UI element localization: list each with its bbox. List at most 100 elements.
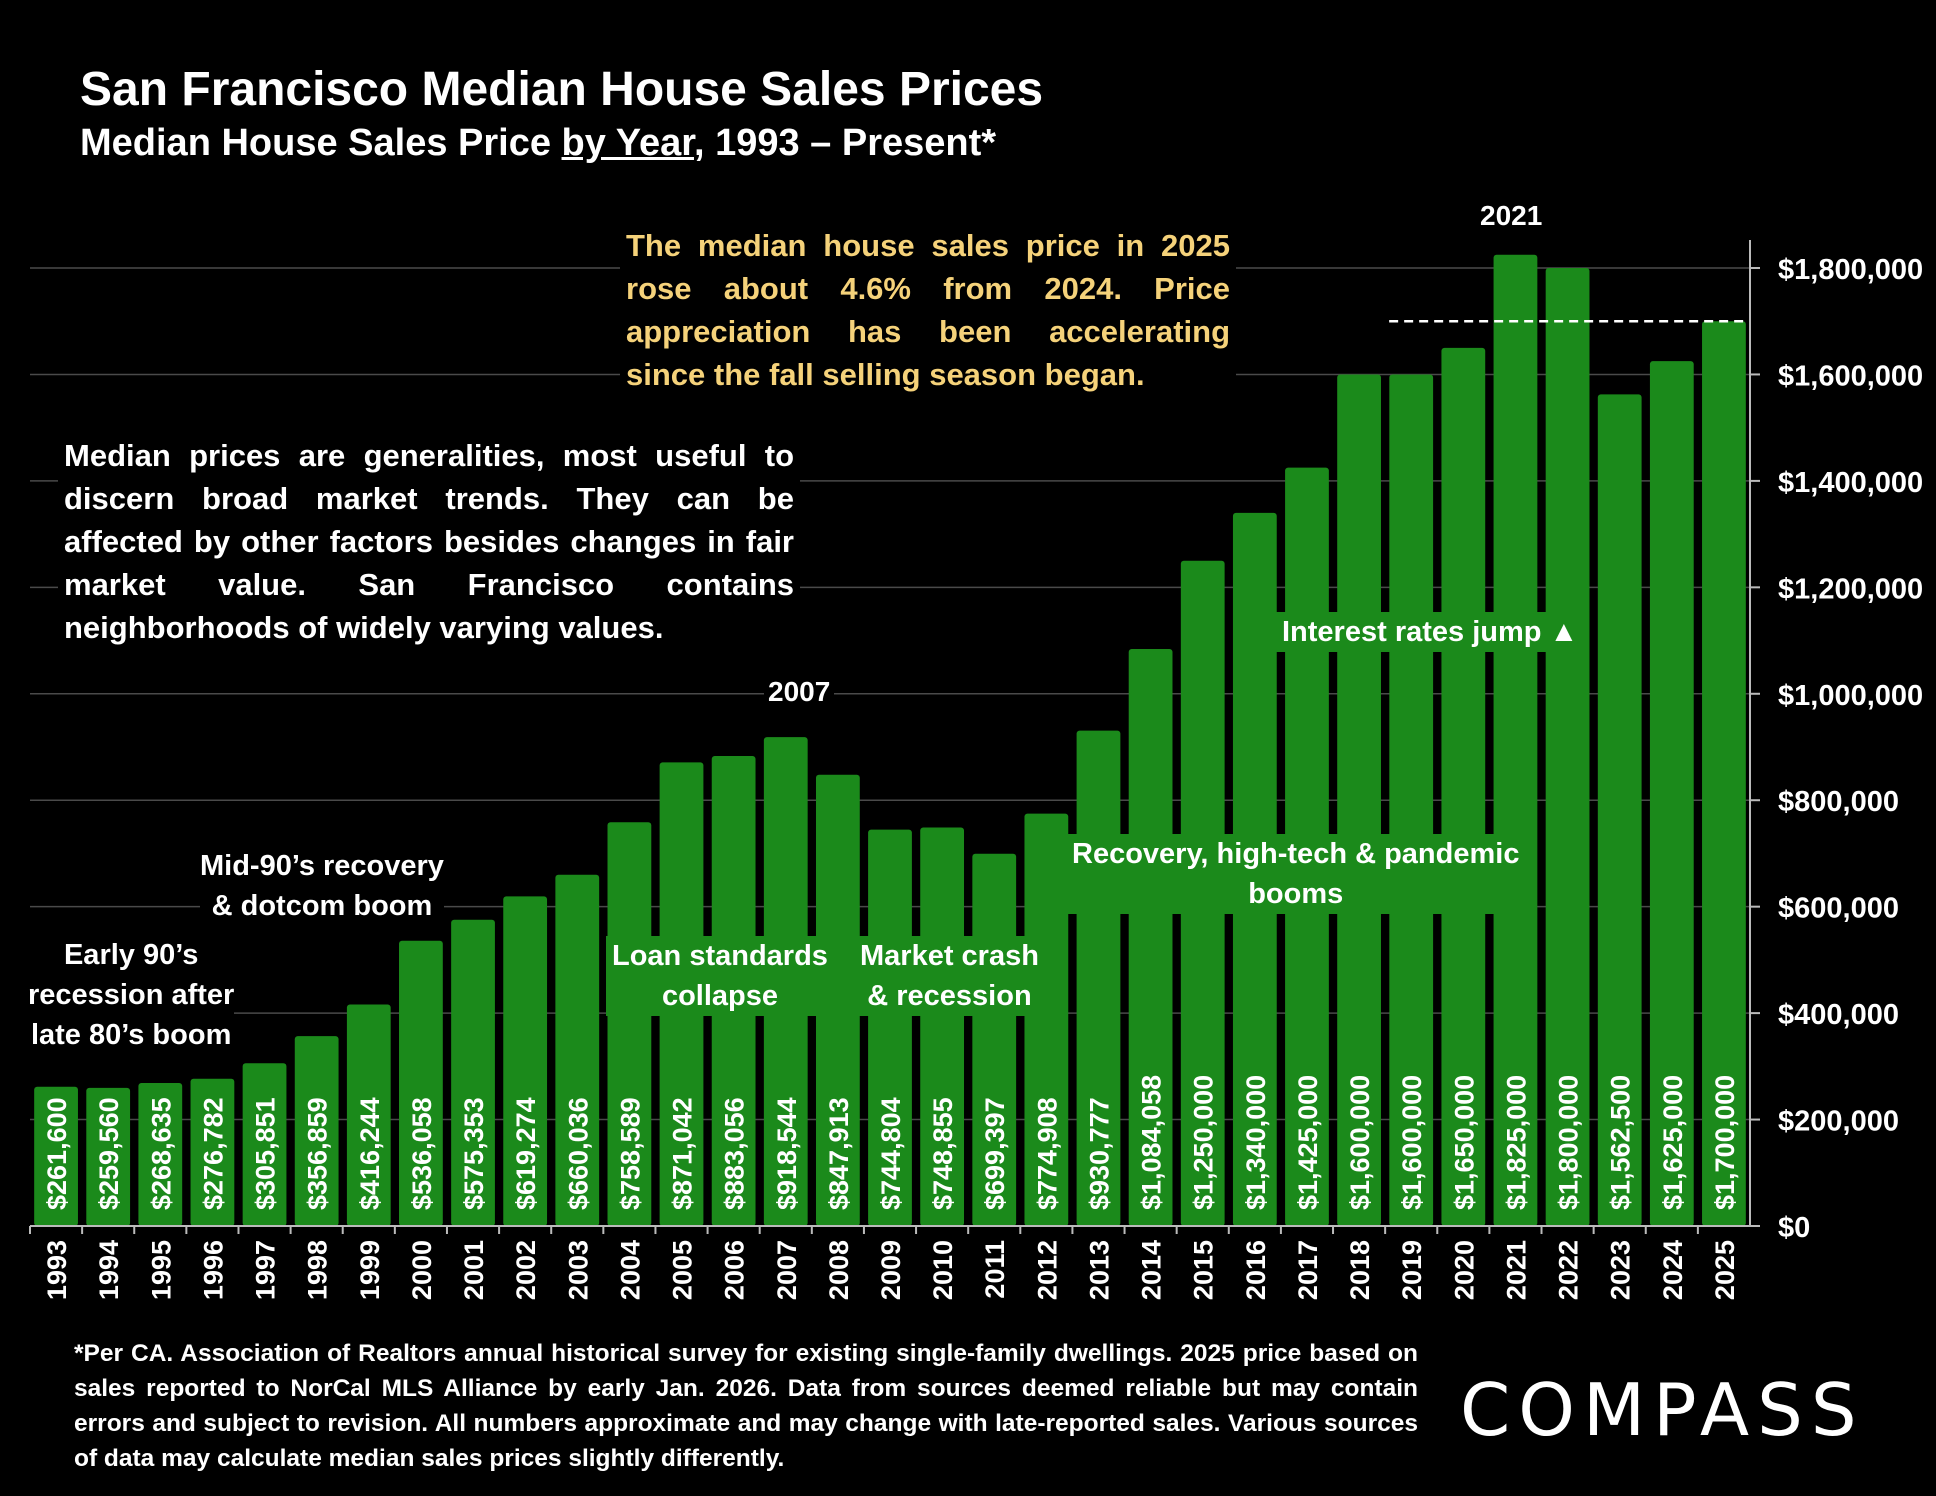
annotation-mid-90s: Mid-90’s recovery & dotcom boom <box>200 846 444 926</box>
bar <box>399 940 443 1226</box>
footnote: *Per CA. Association of Realtors annual … <box>74 1340 1418 1472</box>
bar <box>1545 268 1590 1226</box>
bar <box>868 829 912 1226</box>
subtitle-part1: Median House Sales Price <box>80 122 562 164</box>
bar <box>607 822 652 1226</box>
bar-value-label: $774,908 <box>1032 1097 1062 1210</box>
x-tick-label: 1998 <box>303 1240 333 1300</box>
x-tick-label: 1994 <box>94 1240 124 1300</box>
annotation-market-crash: Market crash & recession <box>854 936 1045 1016</box>
bar <box>451 919 495 1226</box>
bar <box>190 1078 235 1226</box>
peak-label-2021: 2021 <box>1476 200 1547 232</box>
chart-title: San Francisco Median House Sales Prices <box>80 63 1044 116</box>
annotation-note-median: Median prices are generalities, most use… <box>58 434 800 649</box>
bar-value-label: $744,804 <box>876 1097 906 1210</box>
bar-value-label: $1,340,000 <box>1241 1075 1271 1210</box>
bar <box>815 774 860 1226</box>
bar-value-label: $930,777 <box>1084 1097 1114 1210</box>
bar-value-label: $660,036 <box>563 1097 593 1210</box>
y-tick-label: $0 <box>1778 1212 1810 1244</box>
y-tick-label: $1,400,000 <box>1778 467 1923 499</box>
x-tick-label: 2020 <box>1449 1240 1479 1300</box>
bar-value-label: $883,056 <box>720 1097 750 1210</box>
bar-value-label: $536,058 <box>407 1097 437 1210</box>
bar <box>1649 361 1694 1226</box>
bar-value-label: $1,650,000 <box>1449 1075 1479 1210</box>
x-tick-label: 2024 <box>1658 1240 1688 1300</box>
bar-value-label: $1,562,500 <box>1606 1075 1636 1210</box>
annotation-loan-line2: collapse <box>661 980 778 1012</box>
bar <box>86 1087 131 1226</box>
x-tick-label: 2002 <box>511 1240 541 1300</box>
annotation-loan-standards: Loan standards collapse <box>606 936 834 1016</box>
bar <box>34 1086 78 1226</box>
bar-value-label: $1,800,000 <box>1554 1075 1584 1210</box>
bar <box>138 1083 183 1226</box>
chart-subtitle: Median House Sales Price by Year, 1993 –… <box>80 122 996 165</box>
x-tick-label: 2013 <box>1084 1240 1114 1300</box>
x-tick-label: 2010 <box>928 1240 958 1300</box>
x-tick-label: 2017 <box>1293 1240 1323 1300</box>
bar <box>1597 394 1642 1226</box>
x-tick-label: 2000 <box>407 1240 437 1300</box>
subtitle-underlined: by Year <box>561 122 694 164</box>
annotation-note-2025: The median house sales price in 2025 ros… <box>620 224 1236 396</box>
y-tick-label: $1,600,000 <box>1778 360 1923 392</box>
bar-value-label: $1,625,000 <box>1658 1075 1688 1210</box>
x-tick-label: 1996 <box>198 1240 228 1300</box>
annotation-recovery: Recovery, high-tech & pandemic booms <box>1064 834 1528 914</box>
y-tick-label: $1,200,000 <box>1778 573 1923 605</box>
bar-value-label: $748,855 <box>928 1097 958 1210</box>
bar-value-label: $758,589 <box>615 1097 645 1210</box>
bar-value-label: $1,425,000 <box>1293 1075 1323 1210</box>
x-tick-label: 2006 <box>720 1240 750 1300</box>
bar <box>1493 254 1538 1226</box>
subtitle-part2: , 1993 – Present* <box>693 122 997 164</box>
bar-value-label: $575,353 <box>459 1097 489 1210</box>
x-tick-label: 1993 <box>42 1240 72 1300</box>
x-tick-label: 2015 <box>1189 1240 1219 1300</box>
bar-value-label: $619,274 <box>511 1097 541 1210</box>
bar <box>1441 347 1486 1226</box>
x-tick-label: 2001 <box>459 1240 489 1300</box>
bar-value-label: $356,859 <box>303 1097 333 1210</box>
bar-value-label: $1,600,000 <box>1397 1075 1427 1210</box>
bar-value-label: $259,560 <box>94 1097 124 1210</box>
bar-value-label: $918,544 <box>772 1097 802 1210</box>
x-tick-label: 2021 <box>1501 1240 1531 1300</box>
x-tick-label: 2012 <box>1032 1240 1062 1300</box>
bar-value-label: $416,244 <box>355 1097 385 1210</box>
x-tick-label: 2022 <box>1554 1240 1584 1300</box>
bar-value-label: $699,397 <box>980 1097 1010 1210</box>
annotation-interest-rates: Interest rates jump ▲ <box>1272 612 1589 652</box>
bar-value-label: $871,042 <box>668 1097 698 1210</box>
y-tick-label: $1,000,000 <box>1778 680 1923 712</box>
bar <box>242 1063 287 1226</box>
annotation-mid-90s-line2: & dotcom boom <box>211 890 433 922</box>
y-tick-label: $800,000 <box>1778 786 1899 818</box>
bar <box>1389 374 1434 1226</box>
annotation-early-90s-line3: late 80’s boom <box>30 1019 232 1051</box>
bar-value-label: $261,600 <box>42 1097 72 1210</box>
x-tick-label: 2016 <box>1241 1240 1271 1300</box>
bar-value-label: $268,635 <box>146 1097 176 1210</box>
x-tick-label: 2007 <box>772 1240 802 1300</box>
bar <box>1024 813 1069 1226</box>
annotation-crash-line1: Market crash <box>860 940 1039 972</box>
x-tick-label: 1997 <box>251 1240 281 1300</box>
bar <box>346 1004 391 1226</box>
bar-value-label: $1,825,000 <box>1501 1075 1531 1210</box>
x-tick-label: 2025 <box>1710 1240 1740 1300</box>
bar <box>503 896 548 1226</box>
annotation-crash-line2: & recession <box>867 980 1032 1012</box>
bar <box>1702 321 1746 1226</box>
compass-logo: COMPASS <box>1460 1368 1865 1452</box>
annotation-early-90s-line2: recession after <box>28 979 235 1011</box>
bar-value-label: $1,700,000 <box>1710 1075 1740 1210</box>
bar-value-label: $305,851 <box>251 1097 281 1210</box>
x-tick-label: 2004 <box>615 1240 645 1300</box>
x-tick-label: 2019 <box>1397 1240 1427 1300</box>
annotation-recovery-line2: booms <box>1248 878 1344 910</box>
